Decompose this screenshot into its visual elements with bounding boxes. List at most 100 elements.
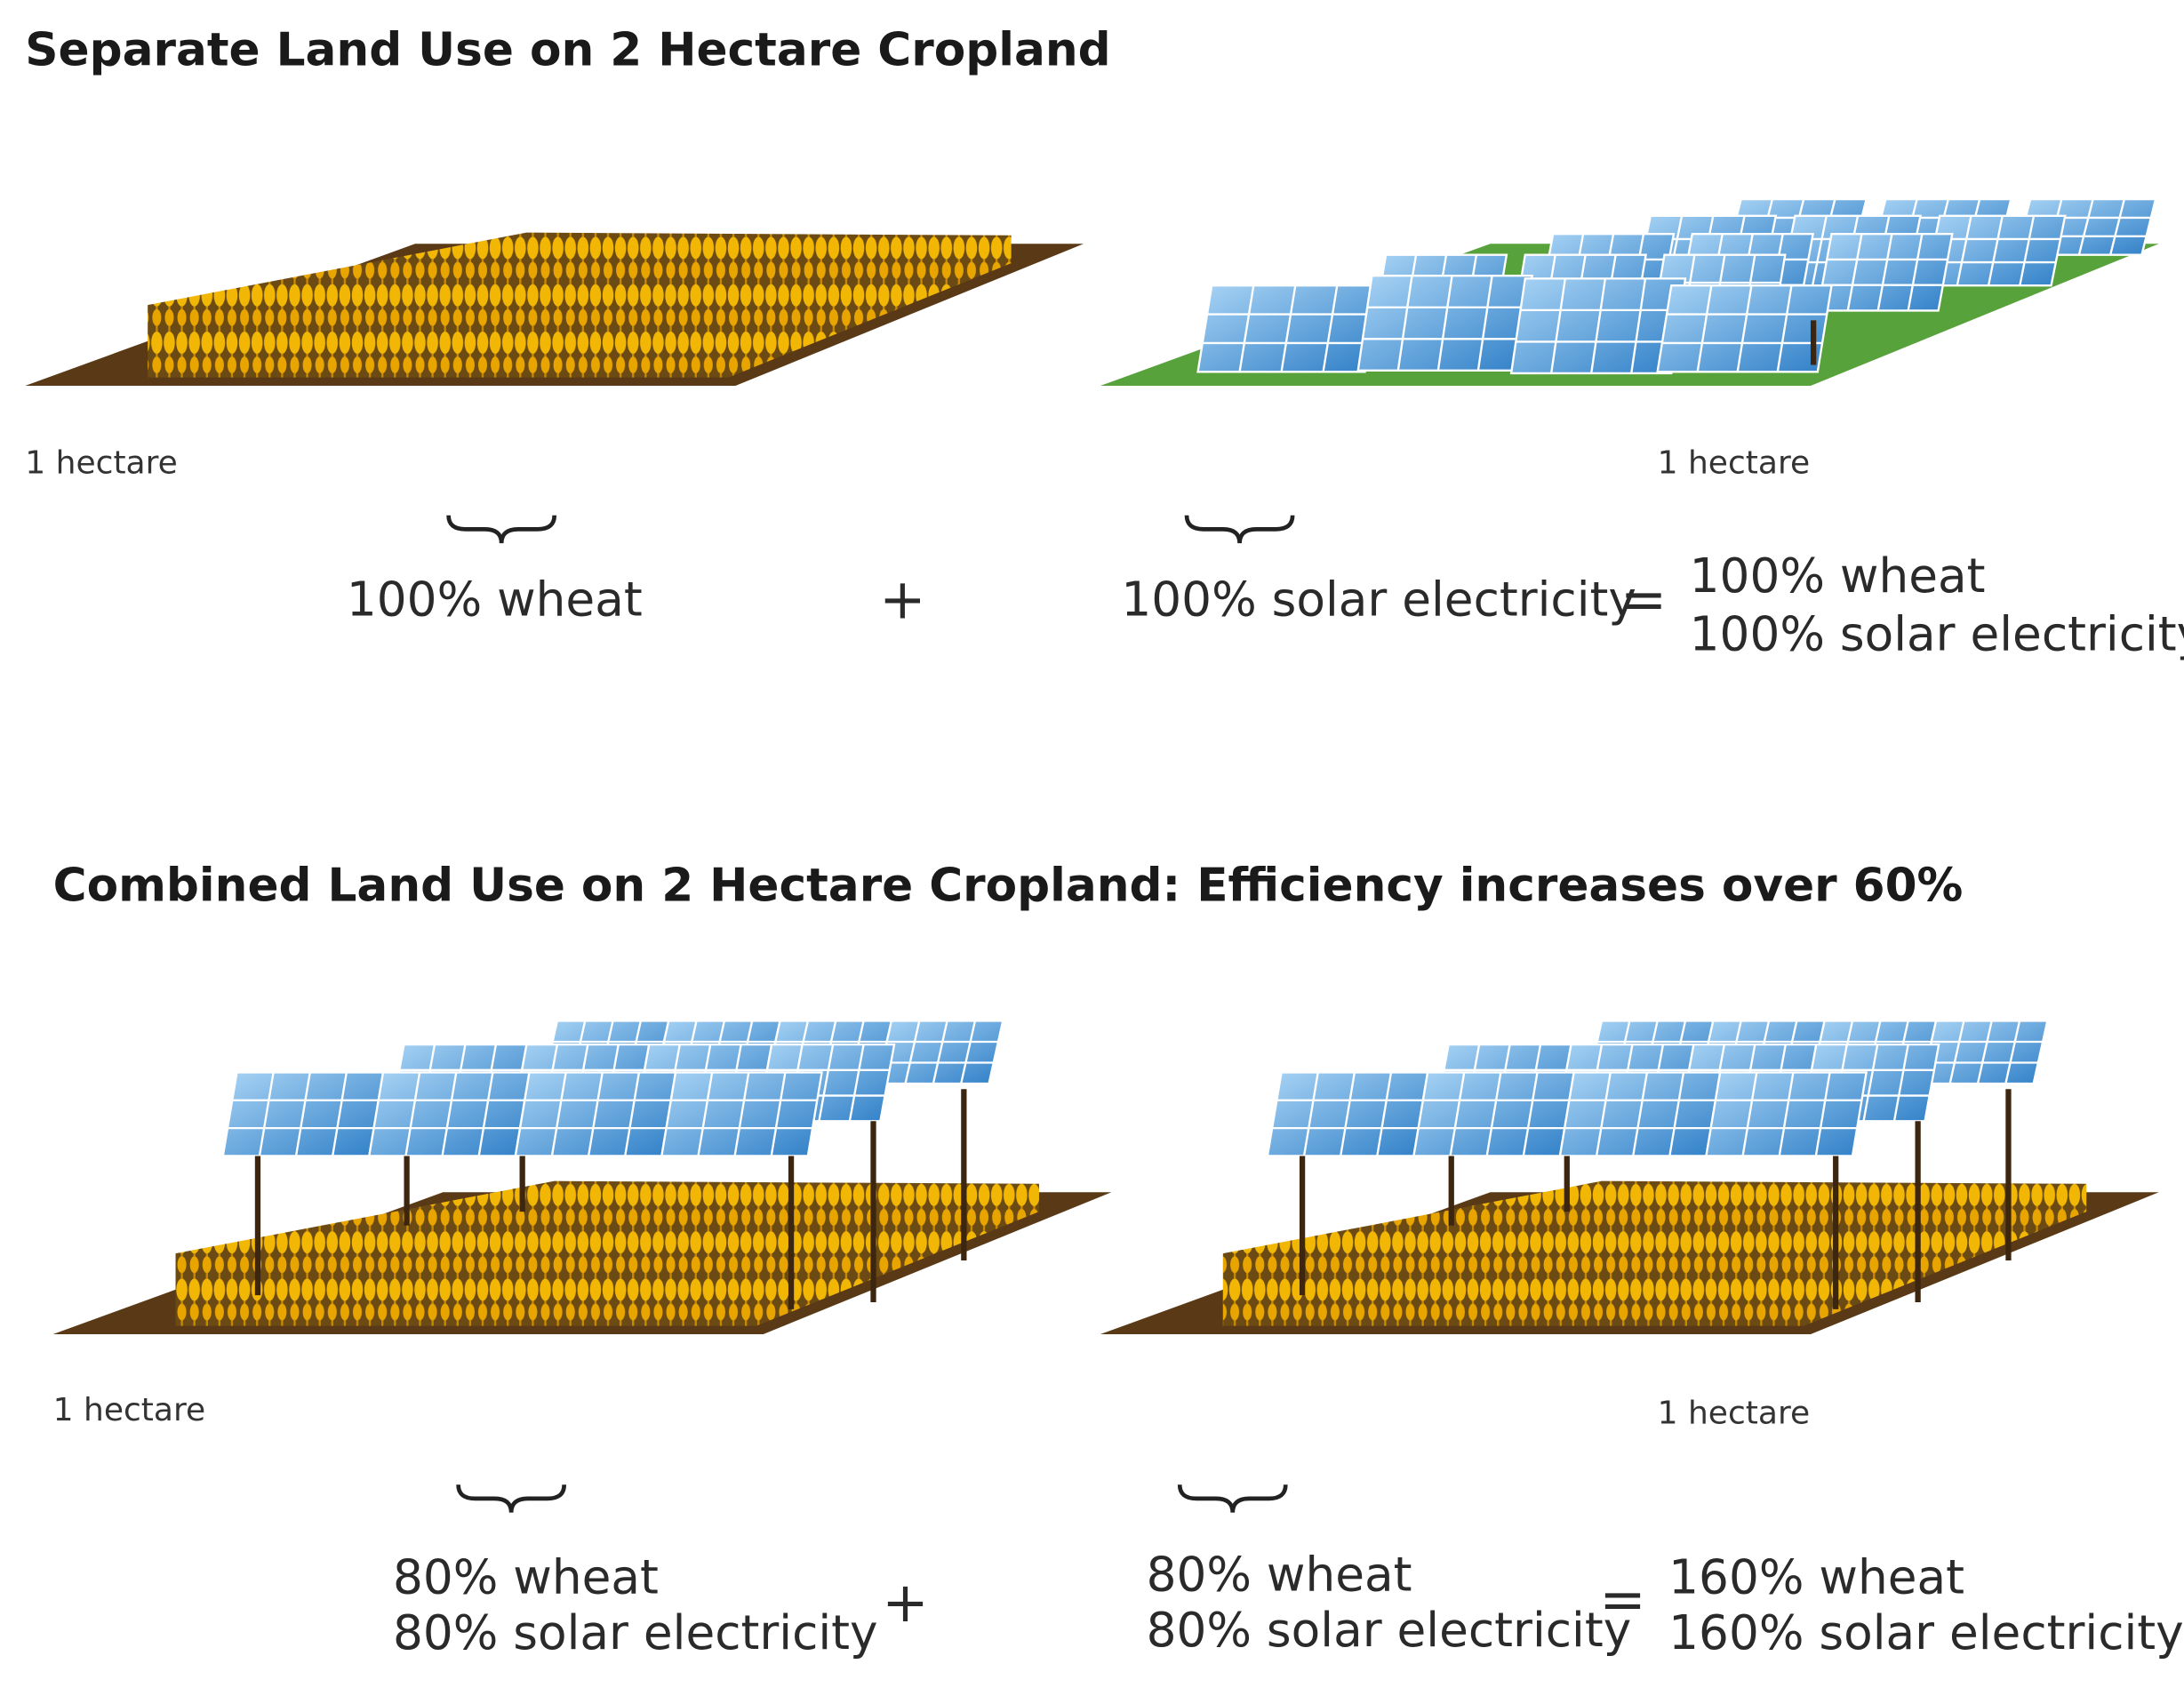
panel-grid <box>477 1072 494 1156</box>
panel-grid <box>1595 1072 1612 1156</box>
equals-sign: = <box>1620 567 1668 632</box>
panel-grid <box>441 1072 458 1156</box>
panel-grid <box>818 1044 835 1122</box>
solar-panel <box>1356 275 1533 372</box>
panel-grid <box>1814 1072 1831 1156</box>
total-text: 160% solar electricity <box>1668 1605 2184 1660</box>
panel-grid <box>904 1020 921 1084</box>
panel-grid <box>624 1072 641 1156</box>
brace <box>1184 515 1295 544</box>
panel-grid <box>1736 285 1753 372</box>
panel-grid <box>1907 234 1924 311</box>
panel-grid <box>848 1044 865 1122</box>
yield-text: 100% wheat <box>347 572 643 628</box>
yield-text: 80% solar electricity <box>1147 1603 1632 1658</box>
panel-grid <box>1892 1044 1909 1122</box>
solar-panel <box>1266 1071 1429 1157</box>
solar-panel <box>367 1071 531 1157</box>
panel-grid <box>1396 276 1413 371</box>
panel-grid <box>1976 1020 1993 1084</box>
panel-grid <box>2004 1020 2021 1084</box>
panel-grid <box>1590 278 1607 374</box>
panel-grid <box>1302 1072 1319 1156</box>
section-title: Combined Land Use on 2 Hectare Cropland:… <box>53 860 1964 913</box>
total-text: 100% solar electricity <box>1690 607 2184 662</box>
panel-grid <box>697 1072 714 1156</box>
solar-panel <box>1816 233 1954 312</box>
area-label: 1 hectare <box>1658 445 1811 482</box>
panel-grid <box>332 1072 348 1156</box>
panel-grid <box>1522 1072 1539 1156</box>
total-text: 160% wheat <box>1668 1549 1964 1604</box>
solar-panel <box>1509 277 1687 375</box>
solar-panel <box>514 1071 677 1157</box>
panel-grid <box>960 1020 977 1084</box>
panel-grid <box>1376 1072 1393 1156</box>
solar-panel <box>1558 1071 1722 1157</box>
solar-panel <box>1656 284 1833 373</box>
panel-grid <box>2077 198 2094 256</box>
panel-grid <box>294 1072 311 1156</box>
panel-grid <box>1322 285 1339 372</box>
panel-grid <box>2019 215 2036 286</box>
yield-text: 80% wheat <box>1147 1547 1412 1602</box>
wheat-crop <box>148 232 1012 378</box>
wheat-crop <box>175 1180 1039 1326</box>
panel-grid <box>1238 285 1255 372</box>
solar-panel <box>1412 1071 1576 1157</box>
panel-grid <box>733 1072 750 1156</box>
panel-grid <box>1696 285 1713 372</box>
panel-grid <box>1668 1072 1685 1156</box>
brace <box>1177 1484 1288 1513</box>
panel-grid <box>1987 215 2004 286</box>
panel-grid <box>1741 1072 1758 1156</box>
panel-grid <box>550 1072 567 1156</box>
illustrations <box>25 197 2159 1513</box>
solar-panel <box>221 1071 385 1157</box>
panel-grid <box>770 1072 787 1156</box>
panel-grid <box>1436 276 1453 371</box>
panel-grid <box>1776 285 1793 372</box>
wheat-crop <box>1222 1180 2087 1326</box>
panel-grid <box>1948 1020 1965 1084</box>
panel-grid <box>1876 234 1893 311</box>
panel-grid <box>404 1072 421 1156</box>
equals-sign: = <box>1599 1567 1646 1632</box>
solar-panel <box>876 1020 1004 1085</box>
brace <box>446 515 557 544</box>
panel-grid <box>1778 1072 1795 1156</box>
solar-panel <box>1196 284 1380 373</box>
panel-grid <box>1846 234 1863 311</box>
area-label: 1 hectare <box>1658 1395 1811 1431</box>
solar-panel <box>660 1071 823 1157</box>
solar-panel <box>1924 214 2067 287</box>
panel-grid <box>1956 215 1972 286</box>
panel-grid <box>258 1072 275 1156</box>
panel-grid <box>1449 1072 1466 1156</box>
yield-text: 80% solar electricity <box>393 1605 878 1660</box>
total-text: 100% wheat <box>1690 548 1986 604</box>
panel-grid <box>1340 1072 1356 1156</box>
panel-grid <box>932 1020 948 1084</box>
yield-text: 100% solar electricity <box>1121 572 1636 628</box>
area-label: 1 hectare <box>53 1392 206 1428</box>
panel-grid <box>1476 276 1493 371</box>
plus-sign: + <box>879 567 926 632</box>
panel-grid <box>1485 1072 1502 1156</box>
brace <box>456 1484 567 1513</box>
solar-panel <box>1920 1020 2049 1085</box>
panel-grid <box>2109 198 2125 256</box>
panel-grid <box>1630 278 1647 374</box>
section-title: Separate Land Use on 2 Hectare Cropland <box>25 24 1110 77</box>
panel-grid <box>1862 1044 1879 1122</box>
area-label: 1 hectare <box>25 445 178 482</box>
panel-grid <box>587 1072 604 1156</box>
panel-grid <box>1280 285 1297 372</box>
panel-grid <box>1811 215 1828 286</box>
yield-text: 80% wheat <box>393 1549 659 1604</box>
panel-grid <box>1632 1072 1649 1156</box>
solar-panel <box>1705 1071 1868 1157</box>
panel-grid <box>1550 278 1566 374</box>
